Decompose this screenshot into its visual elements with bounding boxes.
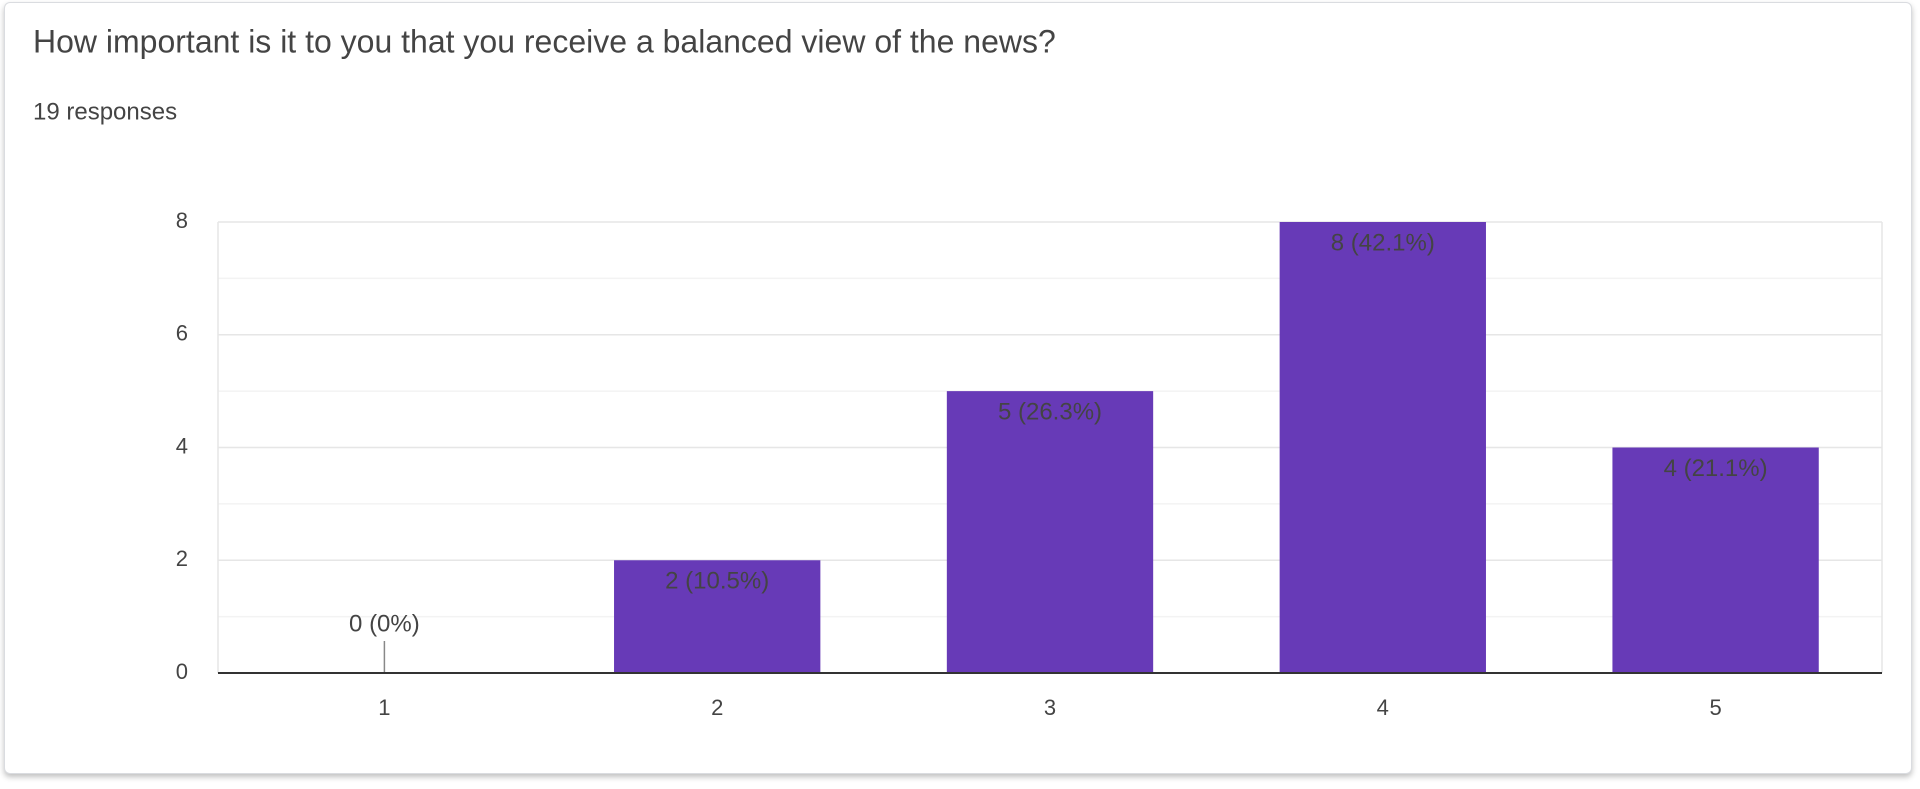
data-label: 8 (42.1%) (1331, 229, 1435, 256)
data-label: 4 (21.1%) (1664, 455, 1768, 482)
chart-title: How important is it to you that you rece… (33, 23, 1056, 59)
y-tick-label: 6 (176, 321, 188, 346)
bar (946, 391, 1154, 673)
bar (1279, 222, 1486, 673)
y-tick-label: 2 (176, 546, 188, 571)
chart-subtitle: 19 responses (33, 98, 177, 125)
x-tick-label: 3 (1044, 695, 1056, 720)
x-tick-label: 4 (1377, 695, 1389, 720)
y-tick-label: 8 (176, 208, 188, 233)
data-label: 5 (26.3%) (998, 398, 1102, 425)
bar (614, 560, 821, 673)
y-tick-label: 4 (176, 433, 188, 458)
data-label: 0 (0%) (349, 610, 420, 637)
bar (1612, 447, 1819, 673)
x-tick-label: 1 (378, 695, 390, 720)
data-label: 2 (10.5%) (665, 568, 769, 595)
x-tick-label: 5 (1709, 695, 1721, 720)
x-tick-label: 2 (711, 695, 723, 720)
y-tick-label: 0 (176, 659, 188, 684)
